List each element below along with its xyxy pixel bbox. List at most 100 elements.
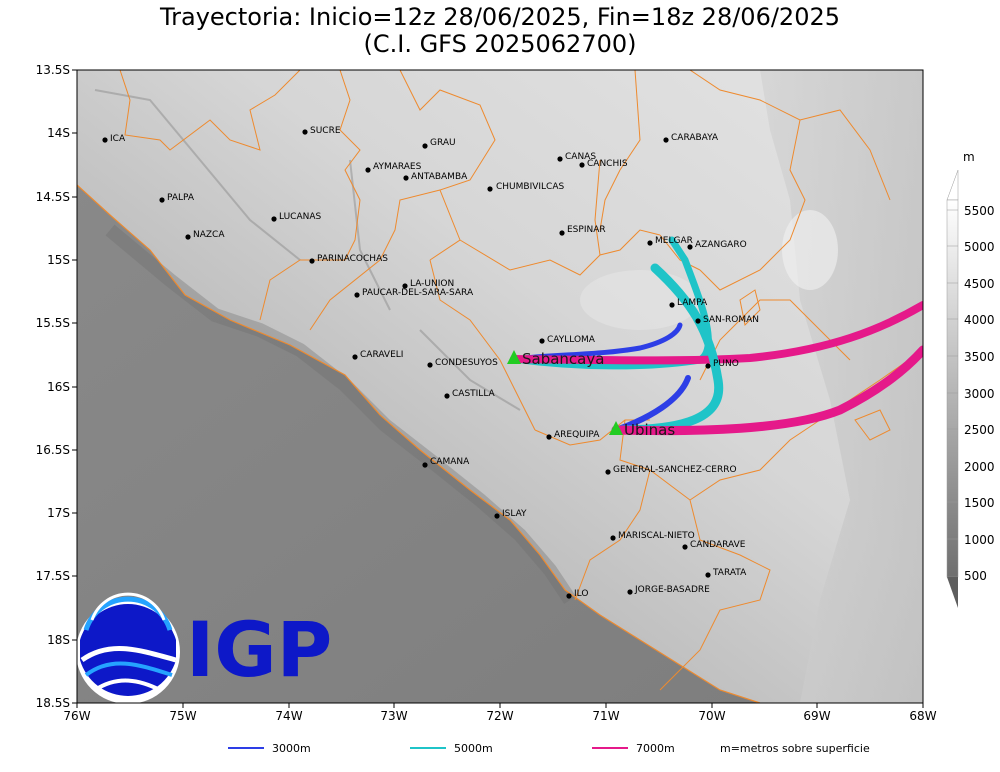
city-dot-islay — [494, 513, 500, 519]
city-label-san-roman: SAN-ROMAN — [703, 315, 759, 325]
city-label-la-union: LA-UNION — [410, 279, 454, 289]
city-dot-aymaraes — [365, 167, 371, 173]
colorbar-label: 5000 — [964, 240, 995, 254]
city-label-general-sanchez-cerro: GENERAL-SANCHEZ-CERRO — [613, 465, 737, 475]
lat-tick-label: 15S — [47, 253, 70, 267]
city-dot-tarata — [705, 572, 711, 578]
lon-tick-label: 76W — [63, 709, 90, 723]
colorbar-label: 500 — [964, 569, 987, 583]
city-dot-azangaro — [687, 244, 693, 250]
colorbar-label: 2000 — [964, 460, 995, 474]
city-label-azangaro: AZANGARO — [695, 240, 747, 250]
legend-label-5000m: 5000m — [454, 742, 493, 755]
lat-tick-label: 18S — [47, 633, 70, 647]
map-title: Trayectoria: Inicio=12z 28/06/2025, Fin=… — [159, 3, 841, 31]
city-label-condesuyos: CONDESUYOS — [435, 358, 498, 368]
city-label-parinacochas: PARINACOCHAS — [317, 254, 388, 264]
city-dot-nazca — [185, 234, 191, 240]
city-dot-melgar — [647, 240, 653, 246]
lat-tick-label: 17.5S — [36, 569, 70, 583]
city-dot-ilo — [566, 593, 572, 599]
city-dot-sucre — [302, 129, 308, 135]
city-dot-mariscal-nieto — [610, 535, 616, 541]
city-markers: ICA SUCRE GRAU AYMARAES ANTABAMBA CANAS … — [102, 126, 759, 599]
city-dot-canas — [557, 156, 563, 162]
map-subtitle: (C.I. GFS 2025062700) — [363, 30, 637, 58]
lon-tick-label: 71W — [592, 709, 619, 723]
lon-tick-label: 74W — [275, 709, 302, 723]
lat-tick-label: 17S — [47, 506, 70, 520]
city-label-candarave: CANDARAVE — [690, 540, 746, 550]
lon-tick-label: 72W — [486, 709, 513, 723]
city-dot-candarave — [682, 544, 688, 550]
colorbar-label: 2500 — [964, 423, 995, 437]
lon-tick-label: 69W — [803, 709, 830, 723]
colorbar-label: 1500 — [964, 496, 995, 510]
colorbar-label: 4500 — [964, 277, 995, 291]
lon-tick-label: 68W — [909, 709, 936, 723]
coastline — [77, 184, 761, 703]
legend-label-3000m: 3000m — [272, 742, 311, 755]
volcano-stations: Sabancaya Ubinas — [507, 350, 675, 439]
city-label-puno: PUNO — [713, 359, 739, 369]
city-dot-lucanas — [271, 216, 277, 222]
city-dot-caraveli — [352, 354, 358, 360]
city-dot-canchis — [579, 162, 585, 168]
lat-tick-label: 18.5S — [36, 696, 70, 710]
colorbar-label: 1000 — [964, 533, 995, 547]
city-label-ilo: ILO — [574, 589, 588, 599]
city-dot-camana — [422, 462, 428, 468]
city-dot-carabaya — [663, 137, 669, 143]
city-label-jorge-basadre: JORGE-BASADRE — [634, 585, 710, 595]
trajectory-ubinas-7000m — [611, 345, 923, 436]
city-label-caraveli: CARAVELI — [360, 350, 403, 360]
city-dot-ica — [102, 137, 108, 143]
lat-axis: 13.5S 14S 14.5S 15S 15.5S 16S 16.5S 17S … — [36, 63, 77, 710]
lat-tick-label: 16S — [47, 380, 70, 394]
city-dot-paucar — [354, 292, 360, 298]
legend-note: m=metros sobre superficie — [720, 742, 870, 755]
station-label-ubinas: Ubinas — [624, 421, 675, 439]
city-dot-caylloma — [539, 338, 545, 344]
station-marker-sabancaya — [507, 350, 521, 364]
city-dot-grau — [422, 143, 428, 149]
lon-tick-label: 70W — [698, 709, 725, 723]
lat-tick-label: 16.5S — [36, 443, 70, 457]
station-marker-ubinas — [609, 421, 623, 435]
admin-boundaries — [119, 70, 923, 691]
legend-label-7000m: 7000m — [636, 742, 675, 755]
colorbar-label: 5500 — [964, 204, 995, 218]
city-dot-san-roman — [695, 318, 701, 324]
city-label-islay: ISLAY — [502, 509, 527, 519]
trajectory-legend: 3000m 5000m 7000m m=metros sobre superfi… — [228, 742, 870, 755]
igp-logo: IGP — [77, 592, 332, 703]
city-dot-jorge-basadre — [627, 589, 633, 595]
city-label-canas: CANAS — [565, 152, 596, 162]
city-label-melgar: MELGAR — [655, 236, 693, 246]
city-label-paucar: PAUCAR-DEL-SARA-SARA — [362, 288, 474, 298]
city-label-espinar: ESPINAR — [567, 225, 606, 235]
terrain-background: ICA SUCRE GRAU AYMARAES ANTABAMBA CANAS … — [77, 70, 923, 703]
city-label-caylloma: CAYLLOMA — [547, 335, 596, 345]
colorbar-label: 3500 — [964, 350, 995, 364]
city-dot-castilla — [444, 393, 450, 399]
colorbar-label: 3000 — [964, 387, 995, 401]
city-dot-condesuyos — [427, 362, 433, 368]
city-dot-lampa — [669, 302, 675, 308]
lat-tick-label: 15.5S — [36, 316, 70, 330]
city-label-tarata: TARATA — [712, 568, 747, 578]
city-label-mariscal-nieto: MARISCAL-NIETO — [618, 531, 695, 541]
lon-tick-label: 75W — [169, 709, 196, 723]
lon-tick-label: 73W — [380, 709, 407, 723]
city-dot-la-union — [402, 283, 408, 289]
city-dot-arequipa — [546, 434, 552, 440]
city-label-chumbivilcas: CHUMBIVILCAS — [496, 182, 564, 192]
station-label-sabancaya: Sabancaya — [522, 350, 604, 368]
city-label-grau: GRAU — [430, 138, 456, 148]
city-label-carabaya: CARABAYA — [671, 133, 719, 143]
city-label-aymaraes: AYMARAES — [373, 162, 422, 172]
city-label-nazca: NAZCA — [193, 230, 225, 240]
city-label-ica: ICA — [110, 134, 126, 144]
city-dot-puno — [705, 363, 711, 369]
